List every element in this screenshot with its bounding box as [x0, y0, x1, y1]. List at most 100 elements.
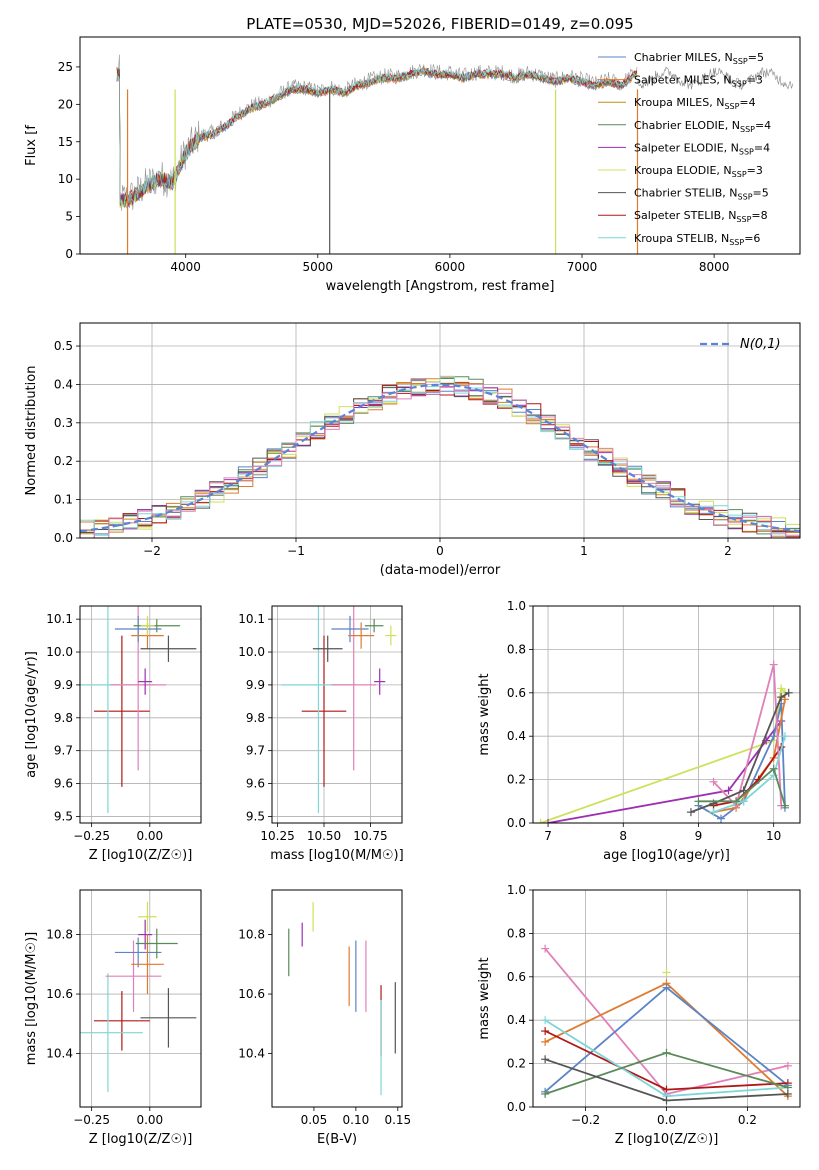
weight-line: [712, 664, 783, 808]
y-tick-label: 15: [58, 135, 73, 149]
plot-area: [80, 606, 197, 814]
errorbar-point: [131, 934, 164, 995]
chart-mass_vs_Z: −0.25 0.00 10.4 10.6 10.8 Z [log10(Z/Z☉)] mass…: [24, 889, 202, 1147]
legend-entry: Kroupa STELIB, NSSP=6: [634, 232, 760, 247]
normal-curve: [80, 383, 800, 533]
errorbar-point: [114, 937, 162, 968]
weight-marker: [709, 777, 718, 786]
legend-entry: Kroupa MILES, NSSP=4: [634, 96, 756, 111]
y-tick-label: 10.6: [46, 987, 73, 1001]
weight-line: [713, 746, 782, 807]
weight-line: [698, 703, 786, 820]
spectrum-line: [116, 66, 638, 206]
plot-area: [80, 901, 197, 1093]
x-tick-label: 7: [544, 829, 552, 843]
y-tick-label: 9.6: [54, 777, 73, 791]
x-tick-label: −1: [287, 544, 305, 558]
x-tick-label: 5000: [303, 260, 334, 274]
y-tick-label: 0.0: [507, 816, 526, 830]
x-tick-label: 0.05: [301, 1113, 328, 1127]
x-tick-label: 10.25: [260, 829, 294, 843]
weight-line: [698, 767, 786, 806]
errorbar-point: [138, 668, 153, 695]
weight-marker: [777, 693, 786, 702]
y-tick-label: 9.9: [246, 678, 265, 692]
y-tick-label: 0.1: [54, 493, 73, 507]
y-tick-label: 9.5: [54, 809, 73, 823]
weight-marker: [541, 1016, 550, 1025]
weight-marker: [541, 1027, 550, 1036]
weight-marker: [783, 1061, 792, 1070]
y-tick-label: 9.8: [54, 711, 73, 725]
chart-weight_vs_Z: −0.2 0.0 0.2 0.0 0.2 0.4 0.6 0.8 1.0 Z [log10(Z/Z…: [477, 883, 801, 1147]
plot-area: [80, 375, 800, 538]
legend-entry: Salpeter ELODIE, NSSP=4: [634, 141, 770, 156]
x-tick-label: 0.15: [384, 1113, 411, 1127]
chart-spectrum: 4000 5000 6000 7000 8000 0 5 10 15 20 25 wavelength…: [24, 36, 801, 294]
y-axis-label: Flux [f: [24, 125, 39, 166]
y-tick-label: 9.6: [246, 777, 265, 791]
y-tick-label: 0.2: [54, 454, 73, 468]
x-tick-label: 0.0: [657, 1113, 676, 1127]
weight-marker: [662, 968, 671, 977]
y-tick-label: 10.0: [238, 645, 265, 659]
y-tick-label: 0.8: [507, 926, 526, 940]
weight-marker: [780, 801, 789, 810]
y-tick-label: 9.7: [54, 744, 73, 758]
axes-frame: [79, 36, 801, 255]
y-axis-label: Normed distribution: [24, 366, 39, 496]
weight-marker: [783, 1089, 792, 1098]
plot-area: [281, 606, 397, 814]
errorbar-point: [93, 991, 150, 1051]
weight-marker: [541, 1055, 550, 1064]
histogram-step: [80, 375, 800, 538]
y-axis-label: mass [log10(M/M☉)]: [24, 932, 39, 1065]
legend-entry: Kroupa ELODIE, NSSP=3: [634, 164, 763, 179]
weight-marker: [694, 797, 703, 806]
y-tick-label: 10.8: [46, 928, 73, 942]
figure-title: PLATE=0530, MJD=52026, FIBERID=0149, z=0…: [246, 15, 633, 33]
weight-line: [713, 735, 786, 813]
plot-area: [116, 54, 794, 254]
weight-line: [540, 686, 786, 823]
y-tick-label: 5: [65, 210, 73, 224]
errorbar-point: [312, 635, 343, 662]
y-tick-label: 0.6: [507, 686, 526, 700]
axes-frame: [271, 605, 403, 824]
errorbar-point: [93, 635, 150, 787]
chart-age_vs_Z: −0.25 0.00 9.5 9.6 9.7 9.8 9.9 10.0 10.1 Z [log10…: [24, 605, 202, 863]
chart-age_vs_mass: 10.25 10.50 10.75 9.5 9.6 9.7 9.8 9.9 10.0 10.1 ma…: [238, 605, 404, 863]
errorbar-point: [301, 635, 347, 787]
errorbar-point: [140, 988, 197, 1048]
x-tick-label: 0.00: [136, 829, 163, 843]
x-tick-label: 10.75: [353, 829, 387, 843]
x-tick-label: 0.10: [343, 1113, 370, 1127]
plot-area: [536, 660, 793, 823]
plot-area: [541, 944, 792, 1105]
weight-marker: [541, 1089, 550, 1098]
x-tick-label: 8000: [699, 260, 730, 274]
x-tick-label: 10.50: [307, 829, 341, 843]
x-tick-label: 8: [619, 829, 627, 843]
axes-frame: [79, 889, 202, 1108]
legend-entry: Chabrier MILES, NSSP=5: [634, 51, 764, 66]
y-tick-label: 9.9: [54, 678, 73, 692]
plot-area: [288, 901, 396, 1096]
x-tick-label: −2: [143, 544, 161, 558]
weight-marker: [709, 808, 718, 817]
weight-marker: [541, 1037, 550, 1046]
errorbar-point: [140, 615, 155, 636]
weight-marker: [544, 819, 553, 823]
weight-marker: [769, 732, 778, 741]
weight-marker: [769, 764, 778, 773]
x-tick-label: 0.2: [738, 1113, 757, 1127]
axes-frame: [271, 889, 403, 1108]
weight-marker: [780, 732, 789, 741]
y-axis-label: mass weight: [477, 673, 492, 755]
weight-marker: [784, 688, 793, 697]
errorbar-point: [138, 919, 153, 950]
axes-frame: [532, 605, 801, 824]
weight-marker: [732, 797, 741, 806]
chart-residuals: −2 −1 0 1 2 0.0 0.1 0.2 0.3 0.4 0.5 (data-model)/er…: [24, 322, 801, 578]
y-tick-label: 10.6: [238, 987, 265, 1001]
